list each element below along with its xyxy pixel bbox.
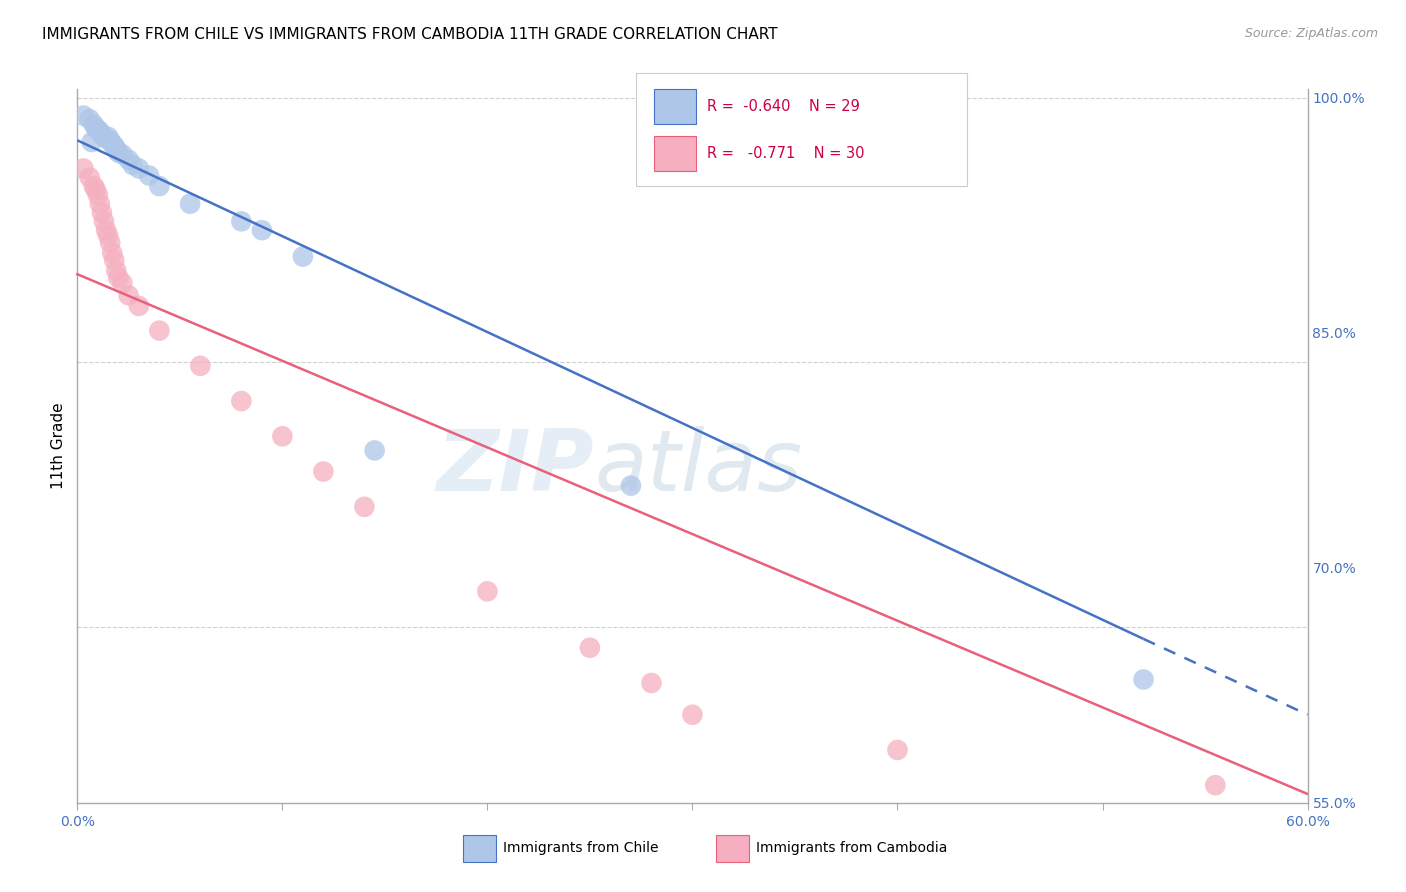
Point <box>579 640 602 655</box>
Point <box>477 584 499 599</box>
Point <box>101 246 124 260</box>
Text: IMMIGRANTS FROM CHILE VS IMMIGRANTS FROM CAMBODIA 11TH GRADE CORRELATION CHART: IMMIGRANTS FROM CHILE VS IMMIGRANTS FROM… <box>42 27 778 42</box>
Text: R =   -0.771    N = 30: R = -0.771 N = 30 <box>707 146 865 161</box>
Point <box>250 223 273 237</box>
Point <box>87 122 110 136</box>
Point <box>107 270 129 285</box>
Point <box>84 183 107 197</box>
Point <box>89 124 111 138</box>
Point <box>188 359 212 373</box>
Point <box>94 223 117 237</box>
Point <box>128 299 150 313</box>
Point <box>128 161 150 176</box>
Point <box>83 179 105 194</box>
Text: Source: ZipAtlas.com: Source: ZipAtlas.com <box>1244 27 1378 40</box>
Point <box>97 129 120 144</box>
Text: R =  -0.640    N = 29: R = -0.640 N = 29 <box>707 99 860 114</box>
Point <box>90 205 114 219</box>
Point <box>117 288 139 302</box>
Point <box>111 147 134 161</box>
Point <box>103 138 125 153</box>
Point <box>103 253 125 268</box>
Point <box>363 443 385 458</box>
Point <box>80 135 103 149</box>
Point <box>1204 778 1226 792</box>
Point <box>105 142 128 156</box>
Point <box>83 118 105 132</box>
Point <box>84 120 107 135</box>
Point <box>72 161 94 176</box>
Point <box>79 170 101 185</box>
Point <box>682 707 704 722</box>
Point <box>179 196 201 211</box>
Point <box>93 214 115 228</box>
Point <box>97 228 120 243</box>
Point <box>89 196 111 211</box>
Point <box>105 263 128 277</box>
Point <box>1132 673 1154 687</box>
Point <box>98 133 121 147</box>
Point <box>107 145 129 160</box>
Point <box>640 676 662 690</box>
Point <box>111 276 134 290</box>
Point <box>121 158 143 172</box>
Point <box>79 112 101 127</box>
Point <box>90 128 114 142</box>
Point <box>93 129 115 144</box>
Point <box>231 394 253 409</box>
Point <box>291 250 314 264</box>
Text: ZIP: ZIP <box>436 425 595 509</box>
Text: Immigrants from Chile: Immigrants from Chile <box>503 841 659 855</box>
Point <box>620 478 643 492</box>
Point <box>231 214 253 228</box>
Point <box>271 429 294 443</box>
Point <box>148 324 170 338</box>
Point <box>87 188 110 202</box>
Point <box>117 153 139 167</box>
Point <box>353 500 375 514</box>
Text: Immigrants from Cambodia: Immigrants from Cambodia <box>756 841 948 855</box>
Point <box>98 235 121 250</box>
Point <box>138 169 160 183</box>
Y-axis label: 11th Grade: 11th Grade <box>51 402 66 490</box>
Text: atlas: atlas <box>595 425 801 509</box>
Point <box>72 109 94 123</box>
Point <box>94 131 117 145</box>
Point <box>886 743 908 757</box>
Point <box>101 136 124 151</box>
Point <box>312 465 335 479</box>
Point <box>148 179 170 194</box>
